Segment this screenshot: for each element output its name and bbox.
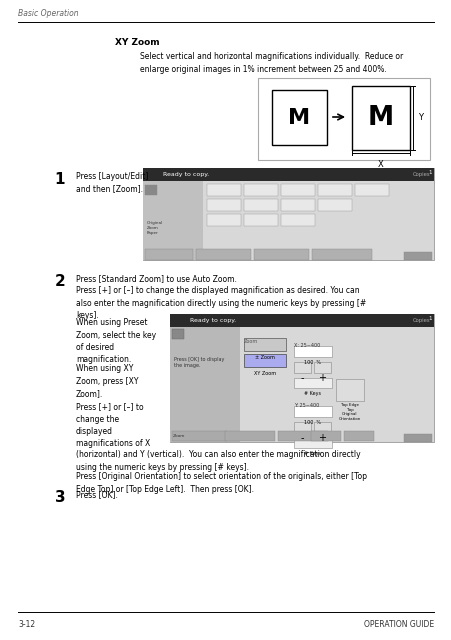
Text: 100  %: 100 %: [304, 420, 321, 425]
FancyBboxPatch shape: [143, 168, 433, 181]
FancyBboxPatch shape: [272, 90, 326, 145]
FancyBboxPatch shape: [403, 434, 431, 442]
FancyBboxPatch shape: [143, 181, 202, 260]
FancyBboxPatch shape: [225, 431, 274, 441]
Text: OPERATION GUIDE: OPERATION GUIDE: [363, 620, 433, 629]
FancyBboxPatch shape: [170, 327, 239, 442]
FancyBboxPatch shape: [293, 362, 310, 373]
FancyBboxPatch shape: [293, 422, 310, 433]
FancyBboxPatch shape: [145, 249, 193, 260]
Text: Press [OK].: Press [OK].: [76, 490, 118, 499]
FancyBboxPatch shape: [244, 214, 277, 226]
Text: Zoom: Zoom: [244, 339, 258, 344]
Text: X: 25~400: X: 25~400: [293, 343, 320, 348]
Text: XY Zoom: XY Zoom: [115, 38, 159, 47]
FancyBboxPatch shape: [281, 199, 314, 211]
Text: Select vertical and horizontal magnifications individually.  Reduce or
enlarge o: Select vertical and horizontal magnifica…: [140, 52, 402, 74]
FancyBboxPatch shape: [277, 431, 327, 441]
FancyBboxPatch shape: [244, 338, 285, 351]
FancyBboxPatch shape: [311, 249, 371, 260]
FancyBboxPatch shape: [170, 314, 433, 442]
FancyBboxPatch shape: [343, 431, 373, 441]
FancyBboxPatch shape: [293, 378, 331, 388]
FancyBboxPatch shape: [143, 168, 433, 260]
Text: (horizontal) and Y (vertical).  You can also enter the magnification directly
us: (horizontal) and Y (vertical). You can a…: [76, 450, 360, 472]
Text: 1: 1: [55, 172, 65, 187]
Text: -: -: [300, 433, 304, 443]
FancyBboxPatch shape: [354, 184, 388, 196]
FancyBboxPatch shape: [310, 431, 340, 441]
Text: +: +: [318, 373, 326, 383]
FancyBboxPatch shape: [313, 422, 330, 433]
Text: Basic Operation: Basic Operation: [18, 9, 78, 18]
FancyBboxPatch shape: [172, 431, 226, 441]
Text: 1: 1: [428, 316, 431, 321]
Text: Press [+] or [–] to
change the
displayed
magnifications of X: Press [+] or [–] to change the displayed…: [76, 402, 150, 449]
Text: Ready to copy.: Ready to copy.: [163, 172, 209, 177]
FancyBboxPatch shape: [196, 249, 250, 260]
Text: Press [Standard Zoom] to use Auto Zoom.: Press [Standard Zoom] to use Auto Zoom.: [76, 274, 236, 283]
FancyBboxPatch shape: [351, 86, 409, 150]
FancyBboxPatch shape: [258, 78, 429, 160]
FancyBboxPatch shape: [207, 199, 240, 211]
FancyBboxPatch shape: [281, 214, 314, 226]
FancyBboxPatch shape: [170, 314, 433, 327]
FancyBboxPatch shape: [318, 199, 351, 211]
Text: Copies: Copies: [411, 318, 429, 323]
Text: 3-12: 3-12: [18, 620, 35, 629]
FancyBboxPatch shape: [244, 354, 285, 367]
Text: ± Zoom: ± Zoom: [254, 355, 274, 360]
Text: Press [Layout/Edit]
and then [Zoom].: Press [Layout/Edit] and then [Zoom].: [76, 172, 148, 193]
Text: Zoom: Zoom: [173, 434, 185, 438]
Text: 100  %: 100 %: [304, 360, 321, 365]
FancyBboxPatch shape: [293, 406, 331, 417]
Text: 3: 3: [55, 490, 65, 505]
Text: Top Edge
Top
Original
Orientation: Top Edge Top Original Orientation: [338, 403, 360, 421]
FancyBboxPatch shape: [318, 184, 351, 196]
Text: +: +: [318, 433, 326, 443]
Text: Y: 25~400: Y: 25~400: [293, 403, 318, 408]
FancyBboxPatch shape: [244, 199, 277, 211]
Text: -: -: [300, 373, 304, 383]
Text: Copies: Copies: [411, 172, 429, 177]
Text: Press [Original Orientation] to select orientation of the originals, either [Top: Press [Original Orientation] to select o…: [76, 472, 366, 493]
Text: M: M: [367, 105, 393, 131]
FancyBboxPatch shape: [293, 346, 331, 357]
Text: Y: Y: [417, 113, 422, 122]
Text: # Keys: # Keys: [304, 451, 321, 456]
Text: XY Zoom: XY Zoom: [253, 371, 276, 376]
Text: # Keys: # Keys: [304, 390, 321, 396]
Text: When using XY
Zoom, press [XY
Zoom].: When using XY Zoom, press [XY Zoom].: [76, 364, 138, 398]
Text: X: X: [377, 160, 383, 169]
Text: Ready to copy.: Ready to copy.: [189, 318, 235, 323]
FancyBboxPatch shape: [313, 362, 330, 373]
Text: 2: 2: [55, 274, 65, 289]
FancyBboxPatch shape: [403, 252, 431, 260]
FancyBboxPatch shape: [207, 184, 240, 196]
FancyBboxPatch shape: [293, 438, 331, 448]
FancyBboxPatch shape: [207, 214, 240, 226]
Text: When using Preset
Zoom, select the key
of desired
magnification.: When using Preset Zoom, select the key o…: [76, 318, 156, 365]
Text: Press [OK] to display
the image.: Press [OK] to display the image.: [174, 357, 224, 368]
FancyBboxPatch shape: [244, 184, 277, 196]
FancyBboxPatch shape: [281, 184, 314, 196]
Text: Press [+] or [–] to change the displayed magnification as desired. You can
also : Press [+] or [–] to change the displayed…: [76, 286, 365, 320]
FancyBboxPatch shape: [172, 329, 184, 339]
FancyBboxPatch shape: [335, 379, 363, 401]
Text: M: M: [288, 108, 310, 127]
Text: 1: 1: [428, 170, 431, 175]
FancyBboxPatch shape: [145, 185, 156, 195]
FancyBboxPatch shape: [253, 249, 308, 260]
Text: Original
Zoom
Paper: Original Zoom Paper: [147, 221, 163, 235]
